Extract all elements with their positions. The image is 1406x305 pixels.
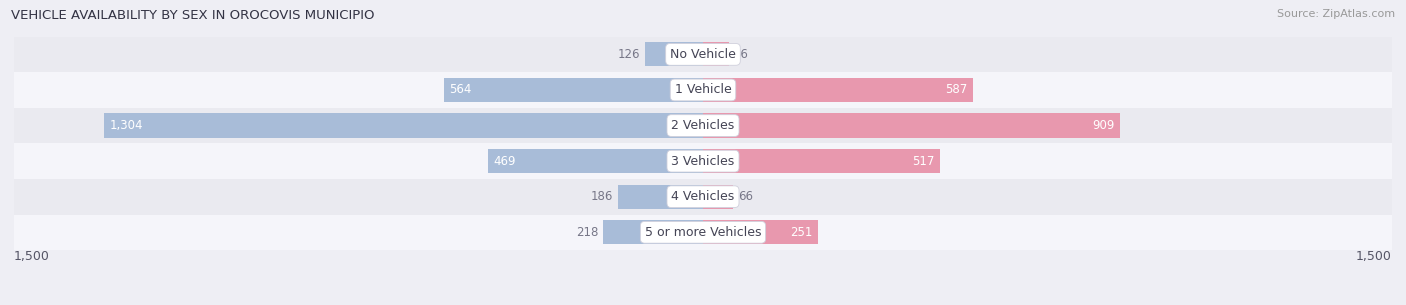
Bar xyxy=(645,42,703,66)
Text: 1,304: 1,304 xyxy=(110,119,143,132)
Bar xyxy=(703,42,728,66)
Text: 1 Vehicle: 1 Vehicle xyxy=(675,84,731,96)
Text: 1,500: 1,500 xyxy=(1355,250,1392,263)
Text: 564: 564 xyxy=(450,84,472,96)
Text: 1,500: 1,500 xyxy=(14,250,51,263)
Bar xyxy=(703,220,818,244)
Bar xyxy=(444,78,703,102)
Legend: Male, Female: Male, Female xyxy=(634,302,772,305)
Bar xyxy=(488,149,703,173)
Text: 469: 469 xyxy=(494,155,516,168)
Bar xyxy=(14,143,1392,179)
Bar xyxy=(14,72,1392,108)
Bar xyxy=(14,214,1392,250)
Text: 186: 186 xyxy=(591,190,613,203)
Text: 218: 218 xyxy=(576,226,599,239)
Bar xyxy=(617,185,703,209)
Bar xyxy=(14,108,1392,143)
Text: 909: 909 xyxy=(1092,119,1115,132)
Bar xyxy=(703,185,734,209)
Bar xyxy=(104,113,703,138)
Text: 5 or more Vehicles: 5 or more Vehicles xyxy=(645,226,761,239)
Text: 3 Vehicles: 3 Vehicles xyxy=(672,155,734,168)
Text: 2 Vehicles: 2 Vehicles xyxy=(672,119,734,132)
Text: 126: 126 xyxy=(619,48,641,61)
Text: 587: 587 xyxy=(945,84,967,96)
Bar xyxy=(703,78,973,102)
Text: 251: 251 xyxy=(790,226,813,239)
Text: 56: 56 xyxy=(734,48,748,61)
Bar xyxy=(703,149,941,173)
Text: 4 Vehicles: 4 Vehicles xyxy=(672,190,734,203)
Bar xyxy=(703,113,1121,138)
Text: 66: 66 xyxy=(738,190,752,203)
Text: No Vehicle: No Vehicle xyxy=(671,48,735,61)
Text: 517: 517 xyxy=(912,155,935,168)
Bar xyxy=(603,220,703,244)
Bar xyxy=(14,179,1392,214)
Text: VEHICLE AVAILABILITY BY SEX IN OROCOVIS MUNICIPIO: VEHICLE AVAILABILITY BY SEX IN OROCOVIS … xyxy=(11,9,375,22)
Bar xyxy=(14,37,1392,72)
Text: Source: ZipAtlas.com: Source: ZipAtlas.com xyxy=(1277,9,1395,19)
